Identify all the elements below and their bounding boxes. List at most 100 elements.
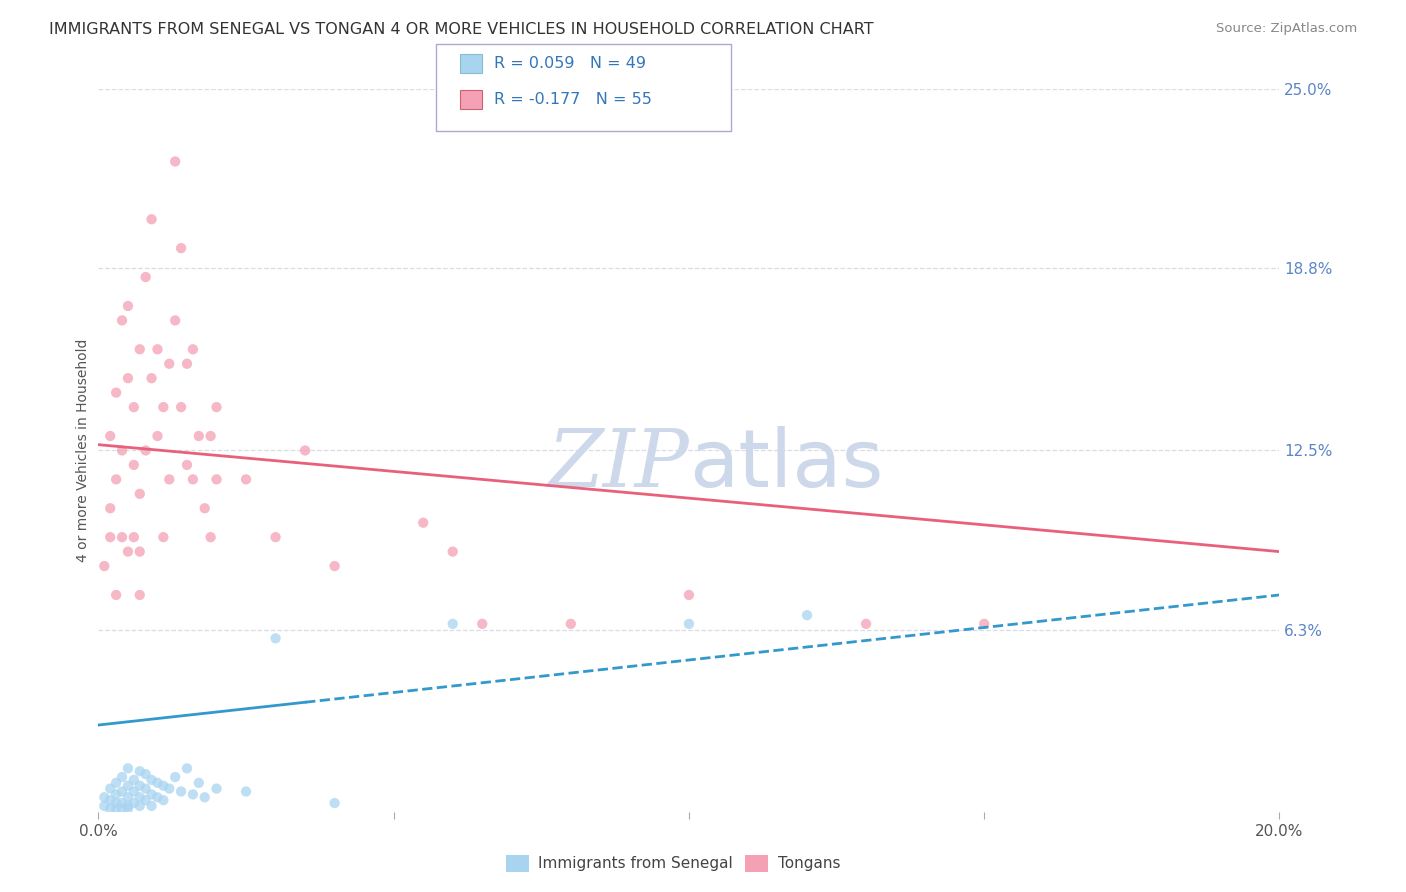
Point: [187, 429, 209, 443]
Point: [855, 616, 877, 631]
Point: [117, 790, 139, 805]
Point: [560, 616, 582, 631]
Point: [200, 530, 222, 544]
Point: [128, 790, 150, 805]
Point: [205, 400, 228, 414]
Point: [122, 796, 145, 810]
Point: [117, 371, 139, 385]
Point: [205, 472, 228, 486]
Point: [146, 790, 169, 805]
Point: [471, 616, 494, 631]
Point: [122, 784, 145, 798]
Point: [187, 776, 209, 790]
Point: [294, 443, 316, 458]
Point: [152, 530, 174, 544]
Point: [170, 400, 193, 414]
Point: [135, 270, 157, 285]
Point: [264, 632, 287, 646]
Text: Immigrants from Senegal: Immigrants from Senegal: [538, 856, 734, 871]
Point: [128, 779, 150, 793]
Point: [181, 788, 204, 802]
Point: [135, 443, 157, 458]
Point: [165, 154, 187, 169]
Y-axis label: 4 or more Vehicles in Household: 4 or more Vehicles in Household: [76, 339, 90, 562]
Point: [165, 313, 187, 327]
Point: [205, 781, 228, 796]
Point: [323, 796, 346, 810]
Point: [152, 793, 174, 807]
Point: [122, 530, 145, 544]
Point: [157, 781, 180, 796]
Point: [135, 767, 157, 781]
Point: [146, 776, 169, 790]
Point: [235, 472, 257, 486]
Point: [111, 530, 134, 544]
Point: [146, 343, 169, 357]
Text: IMMIGRANTS FROM SENEGAL VS TONGAN 4 OR MORE VEHICLES IN HOUSEHOLD CORRELATION CH: IMMIGRANTS FROM SENEGAL VS TONGAN 4 OR M…: [49, 22, 875, 37]
Point: [194, 790, 217, 805]
Point: [152, 779, 174, 793]
Point: [235, 784, 257, 798]
Point: [122, 458, 145, 472]
Point: [111, 796, 134, 810]
Point: [165, 770, 187, 784]
Text: atlas: atlas: [689, 425, 883, 504]
Point: [117, 299, 139, 313]
Point: [98, 501, 121, 516]
Point: [111, 802, 134, 816]
Point: [122, 400, 145, 414]
Point: [152, 400, 174, 414]
Point: [98, 429, 121, 443]
Point: [128, 588, 150, 602]
Point: [176, 761, 198, 775]
Point: [98, 781, 121, 796]
Point: [98, 802, 121, 816]
Point: [176, 357, 198, 371]
Point: [441, 616, 464, 631]
Point: [194, 501, 217, 516]
Point: [973, 616, 995, 631]
Point: [93, 559, 115, 574]
Point: [98, 530, 121, 544]
Text: R = -0.177   N = 55: R = -0.177 N = 55: [494, 92, 651, 107]
Point: [93, 799, 115, 814]
Point: [122, 772, 145, 787]
Point: [323, 559, 346, 574]
Point: [117, 779, 139, 793]
Point: [141, 371, 163, 385]
Point: [170, 241, 193, 255]
Point: [98, 793, 121, 807]
Point: [128, 343, 150, 357]
Point: [128, 799, 150, 814]
Point: [105, 802, 128, 816]
Point: [117, 799, 139, 814]
Point: [135, 793, 157, 807]
Point: [105, 472, 128, 486]
Text: Tongans: Tongans: [778, 856, 839, 871]
Point: [678, 588, 700, 602]
Point: [141, 772, 163, 787]
Point: [181, 343, 204, 357]
Point: [117, 544, 139, 558]
Point: [157, 357, 180, 371]
Point: [128, 487, 150, 501]
Point: [105, 796, 128, 810]
Point: [93, 790, 115, 805]
Point: [796, 608, 818, 623]
Point: [170, 784, 193, 798]
Point: [264, 530, 287, 544]
Point: [181, 472, 204, 486]
Point: [141, 788, 163, 802]
Text: R = 0.059   N = 49: R = 0.059 N = 49: [494, 56, 645, 71]
Point: [678, 616, 700, 631]
Point: [105, 788, 128, 802]
Point: [105, 588, 128, 602]
Point: [141, 212, 163, 227]
Point: [441, 544, 464, 558]
Point: [111, 770, 134, 784]
Point: [157, 472, 180, 486]
Point: [111, 313, 134, 327]
Point: [117, 761, 139, 775]
Point: [135, 781, 157, 796]
Point: [105, 385, 128, 400]
